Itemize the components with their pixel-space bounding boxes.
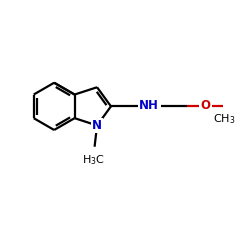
Text: O: O [200,99,210,112]
Text: N: N [92,119,102,132]
Text: H$_3$C: H$_3$C [82,153,105,167]
Text: NH: NH [139,98,159,112]
Text: CH$_3$: CH$_3$ [213,112,235,126]
